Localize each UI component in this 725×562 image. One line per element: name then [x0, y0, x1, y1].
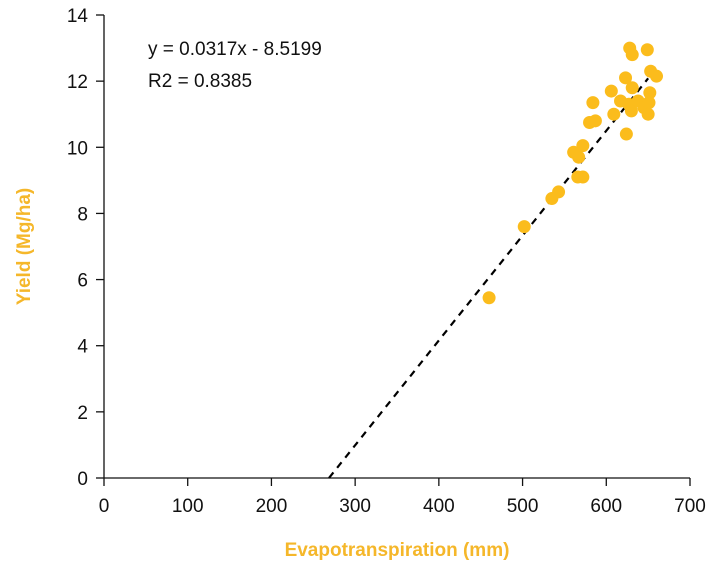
data-point: [552, 185, 566, 199]
data-point: [619, 71, 633, 85]
y-tick-label: 10: [67, 138, 88, 159]
data-point: [642, 96, 656, 110]
data-points: [482, 41, 664, 305]
y-tick-label: 2: [77, 403, 88, 424]
data-point: [619, 127, 633, 141]
data-point: [641, 107, 655, 121]
data-point: [482, 291, 496, 305]
x-tick-label: 300: [339, 496, 371, 517]
r-squared-label: R2 = 0.8385: [148, 71, 252, 92]
y-axis-title: Yield (Mg/ha): [14, 188, 35, 306]
x-tick-label: 600: [590, 496, 622, 517]
axis-ticks: 0 100 200 300 400 500 600 700 0 2 4 6 8 10 12 14: [67, 6, 706, 517]
x-tick-label: 200: [256, 496, 288, 517]
data-point: [604, 84, 618, 98]
data-point: [640, 43, 654, 57]
y-tick-label: 14: [67, 6, 89, 27]
y-tick-label: 6: [77, 271, 88, 292]
trendline: [328, 77, 650, 479]
y-tick-label: 12: [67, 72, 88, 93]
y-tick-label: 8: [77, 204, 88, 225]
x-tick-label: 500: [507, 496, 539, 517]
data-point: [624, 104, 638, 118]
x-tick-label: 400: [423, 496, 455, 517]
data-point: [576, 139, 590, 153]
data-point: [650, 69, 664, 83]
data-point: [572, 150, 586, 164]
x-axis-title: Evapotranspiration (mm): [285, 540, 510, 561]
x-tick-label: 700: [674, 496, 706, 517]
x-tick-label: 0: [99, 496, 110, 517]
data-point: [607, 107, 621, 121]
regression-equation: y = 0.0317x - 8.5199: [148, 39, 322, 60]
data-point: [625, 48, 639, 62]
data-point: [588, 114, 602, 128]
data-point: [576, 170, 590, 184]
axes: [103, 15, 690, 479]
y-tick-label: 0: [77, 469, 88, 490]
data-point: [517, 220, 531, 234]
x-tick-label: 100: [172, 496, 204, 517]
y-tick-label: 4: [77, 337, 88, 358]
data-point: [586, 96, 600, 110]
trendline-layer: [328, 77, 650, 479]
data-point: [643, 86, 657, 100]
data-point: [625, 81, 639, 95]
